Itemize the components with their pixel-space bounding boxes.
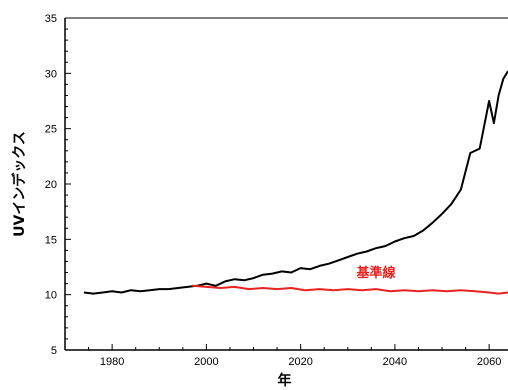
series-baseline-line [192, 284, 508, 295]
y-tick-label: 30 [45, 68, 57, 80]
x-tick-label: 2060 [477, 356, 501, 368]
series-layer [83, 70, 508, 295]
x-tick-label: 1980 [100, 356, 124, 368]
x-axis: 1980 2000 2020 2040 2060 [88, 344, 501, 368]
y-tick-label: 20 [45, 179, 57, 191]
x-tick-label: 2020 [288, 356, 312, 368]
x-tick-label: 2000 [194, 356, 218, 368]
y-tick-label: 10 [45, 290, 57, 302]
annotation-baseline: 基準線 [356, 265, 397, 281]
y-tick-label: 15 [45, 234, 57, 246]
series-uv-index-line [83, 70, 508, 295]
y-axis: 5 10 15 20 25 30 35 [45, 13, 71, 357]
y-axis-title: UVインデックス [11, 131, 28, 237]
y-tick-label: 35 [45, 13, 57, 25]
y-tick-label: 5 [51, 345, 57, 357]
x-tick-label: 2040 [383, 356, 407, 368]
y-tick-label: 25 [45, 124, 57, 136]
x-axis-title: 年 [278, 372, 292, 389]
plot-area [64, 17, 508, 351]
